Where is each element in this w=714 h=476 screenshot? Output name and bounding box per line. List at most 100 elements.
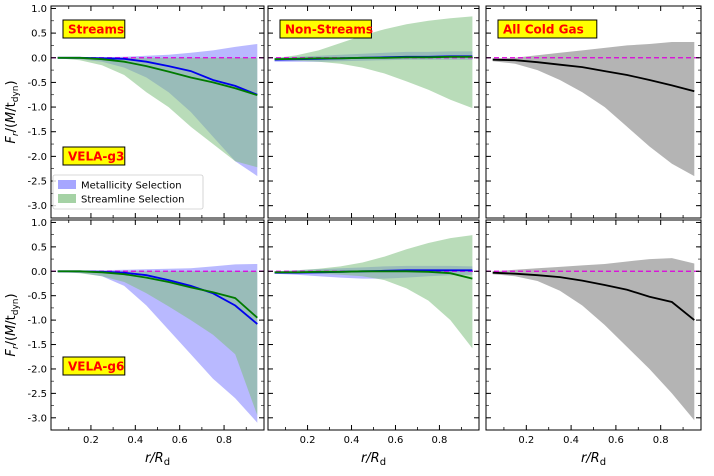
x-axis-title-main: r/R <box>145 451 164 466</box>
band-streamline <box>57 57 258 168</box>
row-label-text: VELA-g3 <box>68 150 124 164</box>
x-axis-title-sub: d <box>380 457 386 468</box>
y-tick-label: 1.0 <box>31 4 47 15</box>
y-axis-title-mass: M <box>4 112 19 123</box>
y-axis-title-dyn: dyn <box>11 85 21 102</box>
x-tick-label: 0.4 <box>344 435 360 446</box>
band-streamline <box>57 271 258 416</box>
y-axis-title-dyn: dyn <box>11 298 21 315</box>
y-tick-label: -1.0 <box>27 103 47 114</box>
x-tick-label: 0.8 <box>653 435 669 446</box>
y-tick-label: -2.5 <box>27 177 47 188</box>
panel-0-1: Non-Streams <box>267 5 480 219</box>
x-axis-title: r/Rd <box>581 451 606 468</box>
row-label-box <box>62 146 126 166</box>
x-axis-title-main: r/R <box>361 451 380 466</box>
panel-ticks: 0.2 0.4 0.6 0.8 <box>486 220 701 446</box>
median-line-streamline <box>274 55 473 61</box>
band-all <box>492 258 695 421</box>
legend: Metallicity Selection Streamline Selectio… <box>52 174 204 210</box>
x-tick-label: 0.6 <box>388 435 404 446</box>
legend-frame <box>52 174 204 210</box>
y-axis-title: Fr/(M/tdyn) <box>4 293 21 356</box>
y-tick-label: -1.5 <box>27 340 47 351</box>
legend-swatch <box>58 180 76 189</box>
y-axis-title-slash: /t <box>4 102 19 111</box>
panel-data <box>268 235 479 349</box>
x-tick-label: 0.4 <box>127 435 143 446</box>
legend-entry-label: Streamline Selection <box>81 195 185 206</box>
panel-label: Streams <box>62 19 126 39</box>
median-line-all <box>492 58 695 93</box>
x-tick-label: 0.8 <box>216 435 232 446</box>
row-label-text: VELA-g6 <box>68 360 124 374</box>
x-axis-title-sub: d <box>600 457 606 468</box>
panel-0-2: All Cold Gas <box>485 5 702 219</box>
panel-data <box>268 16 479 109</box>
y-axis-title-close: ) <box>4 293 19 298</box>
panel-label: Non-Streams <box>279 19 373 39</box>
panel-1-1: 0.2 0.4 0.6 0.8 <box>267 219 480 446</box>
panel-label-text: Non-Streams <box>285 23 373 37</box>
y-tick-label: -2.0 <box>27 364 47 375</box>
y-axis-title-sub: r <box>11 131 21 136</box>
figure-axis-titles: r/Rd r/Rd r/Rd Fr/(M/tdyn) Fr/(M/tdyn) <box>4 80 606 468</box>
panel-ticks: 0.2 0.4 0.6 0.8 1.0 0.5 0.0 -0.5 -1.0 -1.5 -2.0 -2.… <box>27 218 264 446</box>
y-axis-title-mid: /( <box>4 336 19 345</box>
y-axis-title-slash: /t <box>4 315 19 324</box>
panel-label-text: Streams <box>68 23 124 37</box>
row-label-box <box>62 356 126 376</box>
x-tick-label: 0.2 <box>300 435 316 446</box>
legend-swatch <box>58 194 76 203</box>
x-tick-label: 0.8 <box>431 435 447 446</box>
panel-label-box <box>279 19 372 39</box>
plot-grid: 1.0 0.5 0.0 -0.5 -1.0 -1.5 -2.0 -2.5 -3.0 Streams… <box>27 4 702 446</box>
y-axis-title-main: F <box>4 349 19 357</box>
median-line-streamline <box>57 56 258 97</box>
panel-ticks <box>486 6 701 219</box>
y-tick-label: 1.0 <box>31 218 47 229</box>
y-tick-label: -1.5 <box>27 127 47 138</box>
panel-1-0: 0.2 0.4 0.6 0.8 1.0 0.5 0.0 -0.5 -1.0 -1.5 -2.0 -2.… <box>27 218 265 446</box>
band-all <box>492 42 695 177</box>
y-axis-title-main: F <box>4 136 19 144</box>
median-line-streamline <box>57 270 258 319</box>
panel-label-box <box>497 19 598 39</box>
y-tick-label: -2.5 <box>27 389 47 400</box>
panel-ticks: 0.2 0.4 0.6 0.8 <box>268 220 479 446</box>
x-tick-label: 0.2 <box>518 435 534 446</box>
panel-data <box>51 44 264 177</box>
x-axis-title-main: r/R <box>581 451 600 466</box>
row-label: VELA-g3 <box>62 146 126 166</box>
panel-label: All Cold Gas <box>497 19 598 39</box>
panel-0-0: 1.0 0.5 0.0 -0.5 -1.0 -1.5 -2.0 -2.5 -3.0 Streams… <box>27 4 265 219</box>
row-label: VELA-g6 <box>62 356 126 376</box>
x-axis-title: r/Rd <box>361 451 386 468</box>
legend-entry-label: Metallicity Selection <box>81 181 182 192</box>
y-tick-label: 0.5 <box>31 242 47 253</box>
x-tick-label: 0.6 <box>608 435 624 446</box>
median-line-streamline <box>274 270 473 280</box>
x-axis-title: r/Rd <box>145 451 170 468</box>
y-axis-title-sub: r <box>11 344 21 349</box>
y-tick-label: 0.0 <box>31 53 47 64</box>
y-tick-label: 0.0 <box>31 267 47 278</box>
y-tick-label: 0.5 <box>31 29 47 40</box>
y-tick-label: -0.5 <box>27 78 47 89</box>
x-tick-label: 0.2 <box>83 435 99 446</box>
x-tick-label: 0.4 <box>563 435 579 446</box>
panel-ticks <box>268 6 479 219</box>
y-tick-label: -0.5 <box>27 291 47 302</box>
y-tick-label: -1.0 <box>27 316 47 327</box>
band-streamline <box>274 16 473 109</box>
band-streamline <box>274 235 473 349</box>
panel-ticks: 1.0 0.5 0.0 -0.5 -1.0 -1.5 -2.0 -2.5 -3.0 <box>27 4 264 219</box>
y-tick-label: -2.0 <box>27 152 47 163</box>
y-tick-label: -3.0 <box>27 413 47 424</box>
y-axis-title-mass: M <box>4 325 19 336</box>
panel-label-text: All Cold Gas <box>503 23 584 37</box>
y-tick-label: -3.0 <box>27 201 47 212</box>
x-tick-label: 0.6 <box>172 435 188 446</box>
x-axis-title-sub: d <box>164 457 170 468</box>
